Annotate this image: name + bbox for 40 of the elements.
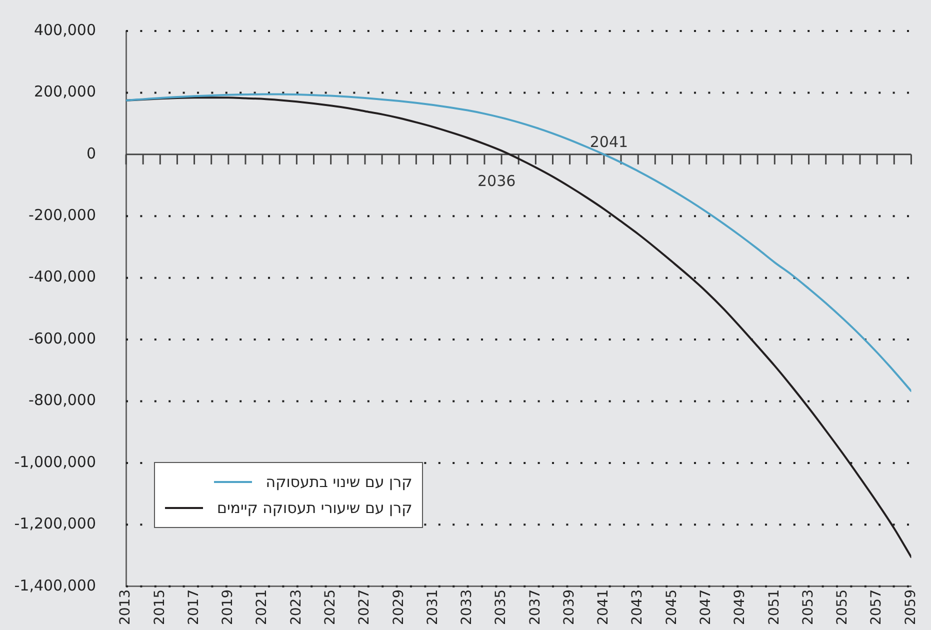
y-tick-label: -1,200,000 [14,514,96,533]
y-tick-label: -600,000 [28,329,96,348]
x-tick-label: 2037 [527,589,544,626]
x-tick-label: 2029 [390,589,407,626]
x-tick-label: 2033 [459,589,476,626]
annotation: 2036 [478,172,516,190]
x-tick-label: 2055 [834,589,851,626]
y-tick-label: 200,000 [34,82,96,101]
x-tick-label: 2023 [288,589,304,626]
legend-label: קרן עם שיעורי תעסוקה קיימים [217,498,412,517]
annotation: 2041 [590,132,628,151]
x-tick-label: 2013 [118,589,134,626]
line-series [126,96,912,558]
x-tick-label: 2045 [664,589,680,626]
line-series [126,93,912,392]
y-tick-label: -800,000 [28,391,96,410]
y-tick-label: -1,400,000 [14,576,96,594]
x-tick-label: 2015 [152,589,168,626]
x-tick-label: 2017 [186,589,202,626]
x-tick-label: 2021 [254,589,270,626]
y-tick-label: 0 [86,144,96,162]
y-tick-label: -400,000 [28,268,96,286]
x-tick-label: 2047 [698,589,714,626]
x-tick-label: 2051 [766,589,782,626]
x-tick-label: 2035 [493,589,510,626]
x-tick-label: 2039 [561,589,578,626]
y-tick-label: -1,000,000 [14,452,96,471]
x-tick-label: 2019 [220,589,236,626]
x-tick-label: 2041 [596,589,612,626]
x-tick-label: 2049 [732,589,748,626]
x-tick-label: 2059 [902,589,919,626]
x-tick-label: 2053 [800,589,816,626]
x-tick-label: 2031 [424,589,441,626]
y-tick-label: -200,000 [28,206,96,224]
legend-label: קרן עם שינוי בתעסוקה [266,472,412,491]
y-tick-label: 400,000 [34,20,96,39]
x-tick-label: 2057 [868,589,885,626]
x-tick-label: 2043 [630,589,646,626]
x-tick-label: 2025 [322,589,338,626]
x-tick-label: 2027 [356,589,373,626]
